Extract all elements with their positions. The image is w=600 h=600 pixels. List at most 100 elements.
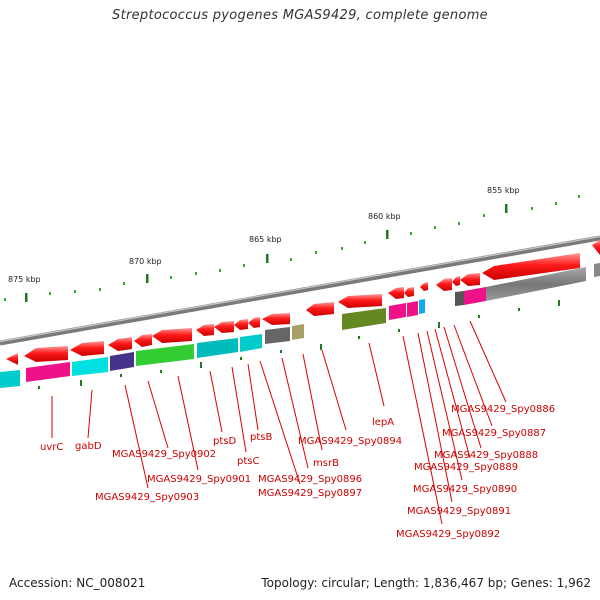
gene-arrow — [234, 319, 248, 330]
gene-block — [292, 324, 304, 340]
scale-ticks — [4, 195, 580, 302]
gene-label: MGAS9429_Spy0892 — [396, 529, 500, 540]
label-leader-line — [434, 328, 471, 459]
label-leader-line — [453, 324, 493, 427]
gene-arrow — [436, 278, 452, 291]
gene-arrow — [306, 302, 334, 316]
gene-block — [72, 357, 108, 376]
minor-tick — [4, 298, 6, 301]
inner-tick — [358, 336, 360, 339]
inner-tick — [398, 329, 400, 332]
gene-arrow — [404, 287, 414, 297]
inner-tick — [518, 308, 520, 311]
scale-label-865: 865 kbp — [249, 235, 282, 244]
gene-arrow — [24, 346, 68, 362]
gene-arrow — [70, 341, 104, 356]
gene-block — [594, 263, 600, 277]
label-leader-line — [321, 349, 347, 431]
gene-block — [464, 287, 486, 305]
genome-backbone-highlight — [0, 235, 600, 343]
minor-tick — [290, 258, 292, 261]
gene-arrow — [482, 253, 580, 280]
inner-tick — [320, 344, 322, 350]
gene-block — [110, 352, 134, 371]
minor-tick — [49, 292, 51, 295]
label-leader-line — [259, 360, 301, 485]
minor-tick — [434, 226, 436, 229]
gene-arrow — [262, 313, 290, 325]
gene-block — [0, 370, 20, 388]
gene-arrow — [134, 334, 152, 347]
gene-block — [455, 291, 464, 306]
scale-label-875: 875 kbp — [8, 275, 41, 284]
minor-tick — [531, 207, 533, 210]
gene-label: lepA — [372, 417, 394, 428]
inner-tick — [280, 350, 282, 353]
gene-label: MGAS9429_Spy0896 — [258, 474, 362, 485]
label-leader-line — [247, 363, 259, 431]
accession-text: Accession: NC_008021 — [9, 576, 146, 590]
gene-arrow — [338, 294, 382, 308]
label-leader-line — [177, 375, 199, 471]
gene-label: MGAS9429_Spy0887 — [442, 428, 546, 439]
gene-block — [265, 327, 290, 344]
gene-arrow — [592, 240, 600, 255]
label-leader-line — [368, 342, 385, 407]
gene-block — [407, 301, 418, 317]
gene-arrow — [388, 287, 404, 299]
minor-tick — [483, 214, 485, 217]
label-leader-line — [87, 389, 93, 439]
gene-label: ptsB — [250, 432, 272, 443]
label-leader-line — [281, 357, 309, 469]
label-leader-line — [426, 330, 463, 481]
minor-tick — [315, 251, 317, 254]
major-tick — [505, 204, 508, 213]
inner-tick — [160, 370, 162, 373]
inner-tick — [200, 362, 202, 368]
inner-tick — [120, 374, 122, 377]
major-tick — [266, 254, 269, 263]
gene-block — [197, 338, 238, 358]
cog-lane — [0, 263, 600, 388]
minor-tick — [555, 202, 557, 205]
gene-arrow — [196, 324, 214, 336]
minor-tick — [578, 195, 580, 198]
gene-label: MGAS9429_Spy0886 — [451, 404, 555, 415]
gene-label: MGAS9429_Spy0889 — [414, 462, 518, 473]
label-leader-line — [443, 326, 482, 449]
minor-tick — [458, 222, 460, 225]
gene-arrow — [420, 282, 428, 291]
gene-label: ptsC — [237, 456, 259, 467]
gene-label: MGAS9429_Spy0901 — [147, 474, 251, 485]
scale-label-855: 855 kbp — [487, 186, 520, 195]
inner-tick — [478, 315, 480, 318]
minor-tick — [364, 241, 366, 244]
minor-tick — [410, 232, 412, 235]
genome-summary-text: Topology: circular; Length: 1,836,467 bp… — [261, 576, 591, 590]
gene-arrow — [6, 353, 18, 365]
inner-tick — [38, 386, 40, 389]
label-leader-line — [417, 332, 453, 503]
scale-label-870: 870 kbp — [129, 257, 162, 266]
minor-tick — [99, 288, 101, 291]
inner-tick — [240, 357, 242, 360]
gene-label: MGAS9429_Spy0902 — [112, 449, 216, 460]
gene-label: MGAS9429_Spy0903 — [95, 492, 199, 503]
gene-block — [342, 308, 386, 330]
gene-block — [419, 299, 425, 314]
gene-arrow — [108, 337, 132, 351]
inner-tick — [438, 322, 440, 328]
gene-labels: uvrC gabD MGAS9429_Spy0903 MGAS9429_Spy0902… — [40, 404, 555, 540]
gene-block — [240, 334, 262, 352]
gene-arrow — [248, 317, 260, 328]
gene-label: msrB — [313, 458, 339, 469]
scale-label-860: 860 kbp — [368, 212, 401, 221]
gene-block — [136, 344, 194, 366]
gene-block — [26, 362, 70, 382]
major-tick — [146, 274, 149, 283]
genome-backbone — [0, 235, 600, 346]
minor-tick — [123, 282, 125, 285]
gene-label: gabD — [75, 441, 102, 452]
gene-label: MGAS9429_Spy0888 — [434, 450, 538, 461]
